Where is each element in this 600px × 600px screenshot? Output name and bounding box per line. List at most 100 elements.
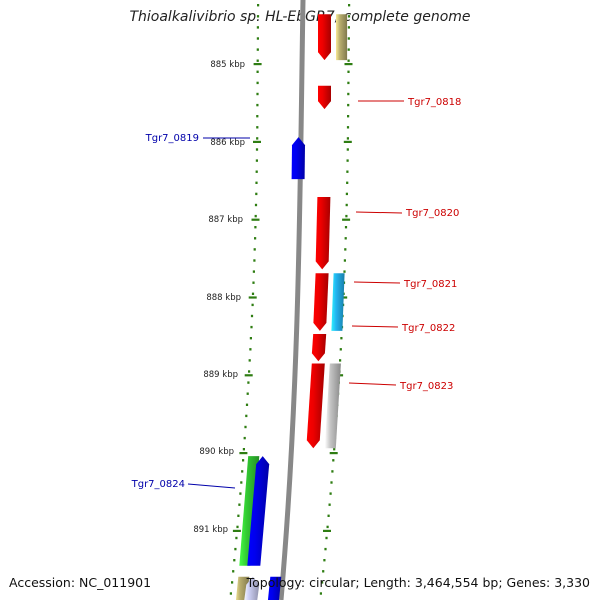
left-ladder-minor-tick bbox=[254, 226, 257, 229]
gene-label-tgr7-0822[interactable]: Tgr7_0822 bbox=[401, 323, 455, 334]
left-ladder-minor-tick bbox=[231, 581, 234, 584]
feature-olive-cds-1[interactable] bbox=[336, 14, 348, 61]
right-ladder-minor-tick bbox=[331, 470, 334, 473]
feature-green-cds-10[interactable] bbox=[239, 456, 260, 566]
left-ladder-minor-tick bbox=[254, 203, 258, 207]
right-ladder-minor-tick bbox=[347, 48, 350, 51]
scale-label-886: 886 kbp bbox=[210, 138, 245, 148]
left-ladder-minor-tick bbox=[242, 459, 245, 462]
left-ladder-minor-tick bbox=[256, 26, 259, 29]
right-ladder-minor-tick bbox=[319, 592, 322, 595]
right-ladder-minor-tick bbox=[339, 348, 342, 351]
gene-label-tgr7-0821[interactable]: Tgr7_0821 bbox=[403, 279, 457, 290]
left-ladder-minor-tick bbox=[255, 148, 259, 151]
gene-label-tgr7-0820[interactable]: Tgr7_0820 bbox=[405, 208, 459, 219]
left-ladder-minor-tick bbox=[239, 492, 242, 495]
right-ladder-minor-tick bbox=[347, 103, 350, 107]
left-ladder-minor-tick bbox=[240, 481, 243, 484]
gene-label-tgr7-0824[interactable]: Tgr7_0824 bbox=[131, 479, 185, 490]
left-ladder-minor-tick bbox=[257, 4, 260, 7]
left-ladder-major-tick-885 bbox=[253, 63, 262, 66]
right-ladder-minor-tick bbox=[346, 137, 349, 140]
left-ladder-minor-tick bbox=[253, 248, 256, 251]
right-ladder-major-tick-886 bbox=[343, 140, 352, 143]
leader-line-tgr7-0822 bbox=[351, 325, 399, 328]
left-ladder-minor-tick bbox=[256, 103, 259, 107]
left-ladder-minor-tick bbox=[256, 37, 259, 40]
left-ladder-minor-tick bbox=[246, 392, 249, 395]
gene-label-tgr7-0818[interactable]: Tgr7_0818 bbox=[407, 97, 461, 108]
feature-red-gene-7[interactable] bbox=[311, 334, 327, 362]
left-ladder-minor-tick bbox=[255, 159, 258, 162]
feature-lavender-gene-13[interactable] bbox=[243, 576, 260, 600]
feature-red-gene-5[interactable] bbox=[313, 273, 329, 331]
feature-red-gene-4[interactable] bbox=[315, 197, 331, 270]
leader-line-tgr7-0823 bbox=[348, 382, 397, 386]
right-ladder-minor-tick bbox=[329, 492, 332, 495]
feature-cyan-cds-6[interactable] bbox=[331, 273, 345, 331]
right-ladder-minor-tick bbox=[348, 4, 351, 7]
gene-label-tgr7-0823[interactable]: Tgr7_0823 bbox=[399, 381, 453, 392]
feature-gray-cds-9[interactable] bbox=[324, 363, 341, 449]
scale-label-889: 889 kbp bbox=[203, 370, 238, 380]
feature-red-gene-0[interactable] bbox=[318, 14, 331, 61]
left-ladder-minor-tick bbox=[252, 270, 255, 273]
right-ladder-minor-tick bbox=[346, 159, 349, 162]
gene-features bbox=[235, 14, 348, 600]
right-ladder-minor-tick bbox=[330, 481, 333, 484]
left-ladder-major-tick-891 bbox=[232, 529, 241, 532]
left-ladder-minor-tick bbox=[256, 115, 259, 118]
right-ladder-minor-tick bbox=[339, 359, 342, 362]
feature-red-gene-8[interactable] bbox=[306, 363, 325, 449]
right-ladder-minor-tick bbox=[344, 226, 348, 229]
scale-label-891: 891 kbp bbox=[193, 525, 228, 535]
right-ladder-major-tick-890 bbox=[329, 452, 338, 455]
right-ladder-minor-tick bbox=[344, 248, 347, 251]
left-ladder-minor-tick bbox=[251, 303, 254, 307]
right-ladder-minor-tick bbox=[346, 148, 349, 151]
right-ladder-minor-tick bbox=[346, 170, 349, 173]
left-ladder-minor-tick bbox=[255, 181, 258, 184]
left-ladder-minor-tick bbox=[238, 503, 241, 506]
right-ladder-minor-tick bbox=[333, 448, 336, 451]
right-ladder-minor-tick bbox=[347, 59, 350, 62]
right-ladder-minor-tick bbox=[347, 15, 351, 18]
left-ladder-minor-tick bbox=[248, 359, 251, 362]
scale-label-887: 887 kbp bbox=[208, 215, 243, 225]
right-ladder-minor-tick bbox=[325, 536, 328, 540]
left-ladder-minor-tick bbox=[249, 348, 252, 351]
left-ladder-minor-tick bbox=[233, 559, 236, 562]
left-ladder-minor-tick bbox=[256, 137, 259, 140]
right-ladder-minor-tick bbox=[347, 37, 350, 40]
feature-blue-cds-14[interactable] bbox=[267, 576, 282, 600]
left-ladder-minor-tick bbox=[254, 237, 257, 240]
right-ladder-minor-tick bbox=[345, 214, 348, 218]
left-ladder-minor-tick bbox=[254, 214, 257, 218]
right-ladder-major-tick-885 bbox=[344, 63, 353, 66]
right-ladder-minor-tick bbox=[347, 92, 350, 96]
right-ladder-major-tick-887 bbox=[342, 218, 351, 221]
left-ladder-minor-tick bbox=[247, 381, 250, 384]
left-ladder-minor-tick bbox=[250, 325, 253, 329]
left-ladder-major-tick-888 bbox=[248, 296, 257, 299]
left-ladder-minor-tick bbox=[244, 425, 247, 429]
left-ladder-minor-tick bbox=[243, 436, 246, 440]
left-ladder-major-tick-886 bbox=[253, 140, 261, 143]
feature-blue-gene-11[interactable] bbox=[247, 456, 270, 566]
left-ladder-major-tick-890 bbox=[239, 452, 248, 455]
right-ladder-minor-tick bbox=[345, 203, 348, 207]
right-ladder-minor-tick bbox=[347, 115, 350, 118]
right-ladder-minor-tick bbox=[323, 559, 326, 562]
gene-label-tgr7-0819[interactable]: Tgr7_0819 bbox=[145, 133, 199, 144]
accession-text: Accession: NC_011901 bbox=[9, 575, 152, 590]
left-ladder-minor-tick bbox=[256, 70, 259, 73]
left-ladder-minor-tick bbox=[256, 15, 260, 18]
feature-blue-gene-3[interactable] bbox=[291, 137, 305, 180]
right-ladder-minor-tick bbox=[332, 459, 335, 462]
left-ladder-minor-tick bbox=[236, 525, 239, 529]
left-ladder-minor-tick bbox=[256, 48, 259, 51]
right-ladder-minor-tick bbox=[346, 126, 350, 129]
right-ladder-minor-tick bbox=[344, 237, 347, 240]
feature-red-gene-2[interactable] bbox=[318, 85, 331, 110]
